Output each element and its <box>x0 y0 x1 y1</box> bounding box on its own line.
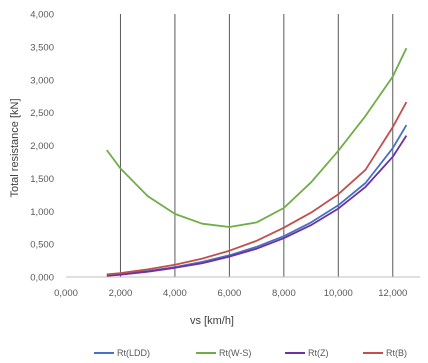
legend-label: Rt(B) <box>386 348 407 358</box>
series-line <box>106 135 408 277</box>
legend-label: Rt(W-S) <box>219 348 251 358</box>
legend: Rt(LDD) Rt(W-S) Rt(Z) Rt(B) <box>94 348 407 358</box>
y-tick-label: 0,000 <box>30 273 54 284</box>
x-tick-label: 2,000 <box>109 288 133 299</box>
x-axis-title: vs [km/h] <box>190 315 234 327</box>
y-tick-label: 4,000 <box>30 10 54 21</box>
y-tick-label: 1,000 <box>30 207 54 218</box>
vertical-gridlines <box>66 14 420 278</box>
legend-label: Rt(LDD) <box>117 348 150 358</box>
series-line <box>106 101 408 276</box>
x-tick-label: 4,000 <box>163 288 187 299</box>
x-tick-label: 6,000 <box>217 288 241 299</box>
y-tick-label: 3,000 <box>30 75 54 86</box>
y-tick-label: 0,500 <box>30 240 54 251</box>
y-tick-label: 1,500 <box>30 174 54 185</box>
series-line <box>106 47 408 228</box>
x-tick-label: 0,000 <box>54 288 78 299</box>
x-tick-label: 8,000 <box>272 288 296 299</box>
x-tick-labels: 0,000 2,000 4,000 6,000 8,000 10,000 12,000 <box>54 288 407 299</box>
y-tick-label: 2,000 <box>30 141 54 152</box>
y-tick-label: 2,500 <box>30 108 54 119</box>
y-tick-label: 3,500 <box>30 42 54 53</box>
y-tick-labels: 0,000 0,500 1,000 1,500 2,000 2,500 3,000 3,500… <box>30 10 54 284</box>
legend-label: Rt(Z) <box>308 348 329 358</box>
x-tick-label: 10,000 <box>324 288 353 299</box>
series-lines <box>106 47 408 277</box>
series-line <box>106 124 408 276</box>
x-tick-label: 12,000 <box>378 288 407 299</box>
y-axis-title: Total resistance [kN] <box>9 98 21 197</box>
